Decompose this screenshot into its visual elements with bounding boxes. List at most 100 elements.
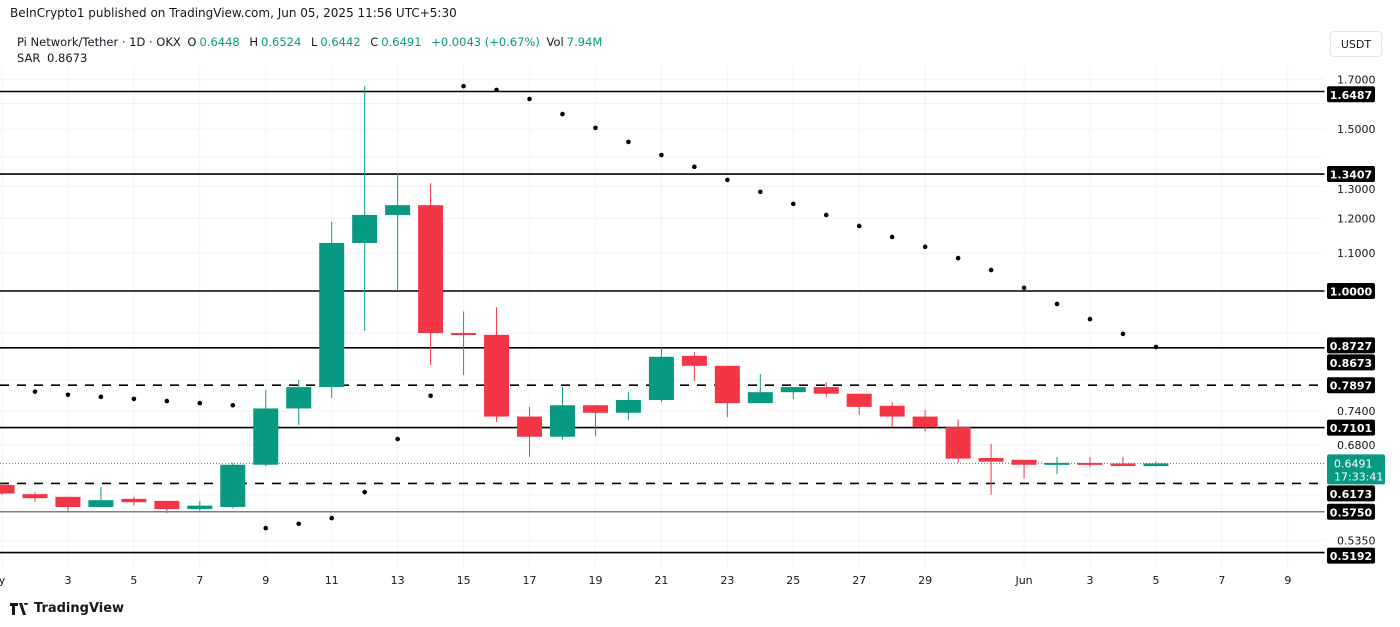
sar-dot [164, 398, 170, 404]
countdown-label: 17:33:41 [1334, 470, 1383, 483]
sar-legend[interactable]: SAR 0.8673 [17, 50, 608, 66]
x-tick-label: 17 [523, 574, 537, 587]
candle [714, 365, 740, 418]
currency-button[interactable]: USDT [1330, 31, 1382, 57]
candle-body [912, 416, 938, 428]
candle [615, 392, 641, 420]
x-tick-label: 9 [262, 574, 269, 587]
candle [352, 86, 378, 331]
sar-dot [131, 396, 137, 402]
symbol-title[interactable]: Pi Network/Tether · 1D · OKX [17, 35, 181, 49]
x-tick-label: 3 [64, 574, 71, 587]
candle [385, 173, 411, 291]
candle-body [582, 405, 608, 413]
high-label: H [249, 35, 259, 49]
level-label-bg [1327, 377, 1375, 394]
candle [0, 483, 15, 495]
candle-body [1110, 463, 1136, 466]
level-label-bg [1327, 86, 1375, 103]
x-tick-label: 3 [1087, 574, 1094, 587]
candle [780, 387, 806, 399]
candle [517, 406, 543, 457]
sar-dot [922, 244, 928, 250]
y-tick-label: 1.2000 [1337, 212, 1376, 225]
y-tick-label: 0.5350 [1337, 535, 1376, 548]
candle-body [187, 505, 213, 510]
volume-label: Vol [546, 35, 564, 49]
candle-body [286, 387, 312, 409]
tradingview-logo[interactable]: TradingView [10, 601, 124, 616]
candle-body [121, 498, 147, 503]
candle-body [549, 405, 575, 437]
candle-body [945, 427, 971, 459]
x-tick-label: 7 [196, 574, 203, 587]
low-label: L [310, 35, 318, 49]
x-tick-label: y [0, 574, 6, 587]
candle [187, 500, 213, 512]
x-tick-label: Jun [1014, 574, 1032, 587]
sar-dot [461, 83, 466, 89]
sar-dot [790, 201, 796, 207]
publisher-line: BeInCrypto1 published on TradingView.com… [10, 6, 457, 20]
level-label: 1.6487 [1330, 89, 1372, 102]
sar-dot [1120, 331, 1126, 337]
sar-dot [395, 436, 400, 442]
x-tick-label: 5 [1152, 574, 1159, 587]
sar-dot [65, 392, 71, 398]
sar-dot [494, 87, 499, 93]
sar-dot [692, 164, 697, 170]
level-label-bg [1327, 337, 1375, 354]
plot-area [0, 66, 1325, 570]
sar-dot [560, 111, 565, 117]
candle-body [714, 365, 740, 404]
candle-body [846, 393, 872, 407]
candle-body [22, 494, 48, 499]
sar-dot [1153, 344, 1159, 350]
candle-body [978, 458, 1004, 462]
volume-value: 7.94M [566, 35, 603, 49]
sar-dot [626, 139, 631, 145]
sar-dot [1021, 285, 1027, 291]
x-tick-label: 5 [130, 574, 137, 587]
sar-dot [362, 489, 367, 495]
sar-dot [32, 389, 38, 394]
candle [286, 380, 312, 425]
y-tick-label: 0.6800 [1337, 439, 1376, 452]
candle [1143, 461, 1169, 467]
close-value: 0.6491 [381, 35, 422, 49]
candle [451, 311, 477, 376]
high-value: 0.6524 [261, 35, 302, 49]
sar-dot [230, 402, 236, 408]
candle [912, 410, 938, 432]
sar-dot [197, 400, 203, 406]
level-label-bg [1327, 166, 1375, 183]
level-label: 1.0000 [1330, 286, 1373, 299]
level-label-bg [1327, 419, 1375, 436]
open-label: O [187, 35, 197, 49]
y-tick-label: 1.5000 [1337, 123, 1376, 136]
open-value: 0.6448 [199, 35, 240, 49]
level-label-bg [1327, 283, 1375, 299]
x-tick-label: 29 [918, 574, 932, 587]
sar-dot [955, 255, 961, 261]
sar-dot [296, 521, 302, 527]
candle [121, 496, 147, 506]
sar-dot [856, 223, 862, 229]
candle [846, 393, 872, 415]
candle [879, 402, 905, 428]
candle-body [88, 500, 114, 507]
x-tick-label: 19 [588, 574, 602, 587]
candle [1110, 456, 1136, 466]
candle [55, 496, 81, 512]
candle-body [517, 416, 543, 437]
candle [1011, 459, 1037, 479]
candle [154, 500, 180, 514]
level-label: 0.7101 [1330, 422, 1372, 435]
candle-body [319, 242, 345, 388]
candle-body [0, 484, 15, 494]
candle-body [1044, 462, 1070, 465]
candle [1077, 456, 1103, 468]
candle [978, 443, 1004, 495]
candle-body [747, 392, 773, 404]
